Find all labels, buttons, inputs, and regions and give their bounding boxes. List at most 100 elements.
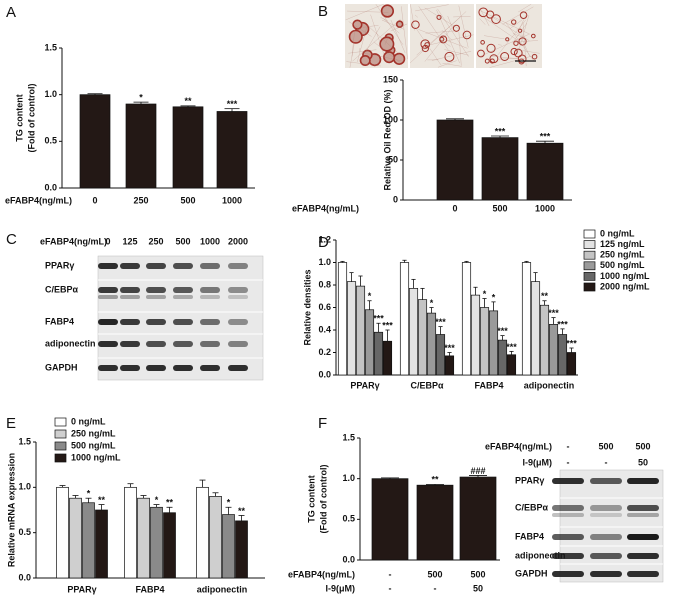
bar bbox=[124, 486, 137, 579]
blot-band bbox=[627, 505, 659, 511]
lipid-droplet bbox=[452, 24, 460, 32]
blot-band bbox=[98, 263, 118, 269]
fiber bbox=[390, 23, 408, 32]
panel-label: C bbox=[6, 231, 17, 248]
protein-label: PPARγ bbox=[515, 475, 544, 485]
fiber bbox=[497, 44, 502, 46]
significance: * bbox=[492, 292, 496, 302]
blot-band bbox=[228, 287, 248, 293]
significance: ** bbox=[431, 475, 439, 485]
y-tick-label: 0.5 bbox=[18, 527, 31, 537]
bar bbox=[69, 497, 82, 579]
y-tick-label: 1.2 bbox=[318, 234, 331, 244]
lipid-droplet bbox=[513, 40, 519, 46]
fiber bbox=[356, 27, 367, 63]
panel-label: A bbox=[6, 4, 16, 21]
fiber bbox=[489, 55, 518, 59]
significance: * bbox=[227, 498, 231, 508]
fiber bbox=[483, 17, 519, 41]
fiber bbox=[383, 18, 400, 34]
y-tick-label: 150 bbox=[383, 74, 398, 84]
lipid-droplet bbox=[380, 4, 395, 18]
lipid-droplet bbox=[444, 51, 455, 62]
bar bbox=[235, 520, 248, 579]
x-tick-label: adiponectin bbox=[524, 380, 575, 390]
bar bbox=[566, 352, 577, 376]
legend-label: 2000 ng/mL bbox=[600, 281, 650, 291]
blot-band bbox=[200, 295, 220, 299]
fiber bbox=[384, 36, 389, 45]
blot-band bbox=[120, 263, 140, 269]
bar bbox=[355, 285, 366, 376]
blot-band bbox=[120, 341, 140, 347]
legend-swatch bbox=[583, 229, 596, 239]
panel-label: F bbox=[318, 415, 327, 432]
significance: * bbox=[430, 298, 434, 308]
bar bbox=[371, 478, 409, 561]
blot-band bbox=[200, 365, 220, 371]
blot-band bbox=[120, 319, 140, 325]
blot-band bbox=[146, 287, 166, 293]
y-tick-label: 0.0 bbox=[318, 369, 331, 379]
lipid-droplet bbox=[486, 10, 495, 19]
fiber bbox=[513, 33, 526, 39]
y-tick-label: 1.0 bbox=[18, 482, 31, 492]
fiber bbox=[513, 40, 538, 43]
bar bbox=[196, 486, 209, 579]
lane-label: 1000 bbox=[200, 236, 220, 246]
blot-header-label: eFABP4(ng/mL) bbox=[485, 441, 552, 451]
x-tick-label: 50 bbox=[473, 583, 483, 593]
blot-band bbox=[590, 505, 622, 511]
legend-swatch bbox=[54, 453, 67, 463]
lipid-droplet bbox=[531, 53, 538, 60]
protein-label: GAPDH bbox=[515, 568, 548, 578]
bar bbox=[470, 294, 481, 376]
blot-band bbox=[146, 263, 166, 269]
fiber bbox=[480, 8, 490, 27]
significance: *** bbox=[497, 326, 508, 336]
bar bbox=[539, 304, 550, 376]
lipid-droplet bbox=[359, 54, 371, 67]
bar bbox=[125, 103, 157, 189]
lane-label: - bbox=[567, 457, 570, 467]
protein-label: PPARγ bbox=[45, 260, 74, 270]
y-tick-label: 0.4 bbox=[318, 324, 331, 334]
lipid-droplet bbox=[462, 30, 472, 40]
panel-label: E bbox=[6, 415, 16, 432]
fiber bbox=[414, 26, 442, 66]
blot-band bbox=[627, 553, 659, 559]
legend-swatch bbox=[583, 240, 596, 249]
legend-swatch bbox=[583, 272, 596, 281]
lipid-droplet bbox=[480, 40, 485, 45]
x-tick-label: C/EBPα bbox=[410, 380, 444, 390]
blot-band bbox=[590, 534, 622, 540]
lipid-droplet bbox=[517, 54, 527, 64]
blot-band bbox=[173, 319, 193, 325]
lipid-droplet bbox=[510, 47, 518, 56]
fiber bbox=[414, 14, 418, 18]
protein-label: adiponectin bbox=[45, 338, 96, 348]
significance: * bbox=[87, 489, 91, 499]
blot-band bbox=[627, 534, 659, 540]
significance: *** bbox=[495, 126, 506, 136]
x-tick-label: - bbox=[434, 583, 437, 593]
fiber bbox=[346, 61, 381, 67]
bar bbox=[506, 354, 517, 376]
blot-band bbox=[98, 365, 118, 371]
fiber bbox=[431, 51, 472, 61]
fiber bbox=[479, 18, 486, 25]
bar bbox=[82, 502, 95, 579]
significance: ** bbox=[184, 96, 192, 106]
blot-band bbox=[200, 287, 220, 293]
legend-swatch bbox=[54, 417, 67, 427]
blot-band bbox=[120, 365, 140, 371]
blot-band bbox=[552, 553, 584, 559]
blot-band bbox=[146, 341, 166, 347]
legend-label: 250 ng/mL bbox=[71, 428, 116, 438]
lipid-droplet bbox=[352, 19, 363, 30]
fiber bbox=[478, 9, 530, 35]
bar bbox=[416, 484, 454, 561]
lipid-droplet bbox=[491, 14, 501, 24]
legend-label: 0 ng/mL bbox=[600, 228, 635, 238]
bar bbox=[337, 262, 348, 376]
